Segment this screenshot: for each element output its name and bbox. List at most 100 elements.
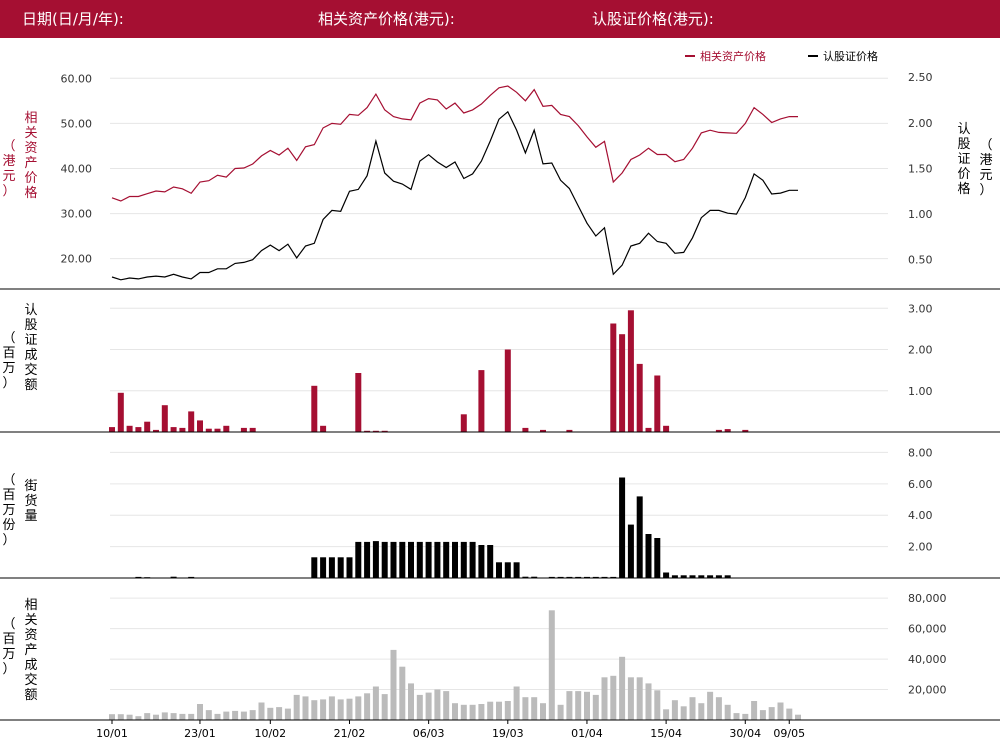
right-tick-label: 2.00: [908, 344, 933, 357]
left-axis-unit-char: ）: [2, 184, 15, 199]
asset-turnover-bar: [469, 704, 476, 720]
asset-turnover-bar: [531, 697, 538, 720]
asset-turnover-axis-unit-char: 万: [2, 647, 15, 662]
asset-turnover-bar: [786, 708, 793, 720]
warrant-turnover-bar: [381, 430, 388, 432]
outstanding-bar: [320, 557, 327, 578]
outstanding-bar: [707, 575, 714, 578]
warrant-turnover-axis-unit-char: （: [2, 331, 15, 346]
outstanding-axis-title-char: 街: [24, 479, 37, 494]
right-tick-label: 3.00: [908, 302, 933, 315]
warrant-turnover-bar: [153, 429, 159, 432]
left-axis-title-char: 价: [24, 171, 37, 186]
x-tick-label: 19/03: [492, 727, 524, 740]
warrant-turnover-axis-title-char: 交: [24, 362, 37, 378]
warrant-turnover-axis-title-char: 股: [24, 318, 37, 333]
asset-turnover-bar: [293, 694, 300, 720]
outstanding-axis-unit-char: 万: [2, 503, 15, 518]
asset-turnover-bar: [170, 713, 177, 720]
asset-turnover-bar: [258, 702, 265, 720]
warrant-turnover-bar: [240, 427, 247, 432]
outstanding-bar: [575, 576, 582, 578]
outstanding-axis-title-char: 货: [24, 493, 37, 509]
left-axis-title-char: 关: [24, 126, 37, 141]
right-tick-label: 2.00: [908, 541, 933, 554]
right-tick-label: 1.00: [908, 385, 933, 398]
x-tick-label: 10/01: [96, 727, 128, 740]
warrant-turnover-bar: [205, 428, 212, 432]
right-tick-label: 0.50: [908, 254, 933, 267]
outstanding-bar: [601, 576, 608, 578]
left-axis-title-char: 产: [24, 156, 37, 171]
outstanding-bar: [469, 541, 476, 578]
asset-turnover-bar: [109, 714, 115, 720]
outstanding-bar: [566, 576, 573, 578]
asset-turnover-bar: [601, 677, 608, 720]
outstanding-axis-unit-char: （: [2, 473, 15, 488]
outstanding-bar: [584, 576, 590, 578]
outstanding-bar: [346, 557, 353, 578]
outstanding-bar: [610, 576, 617, 578]
outstanding-axis-unit-char: 份: [2, 518, 15, 533]
asset-turnover-bar: [610, 675, 617, 720]
asset-turnover-bar: [680, 706, 687, 720]
right-tick-label: 1.50: [908, 162, 933, 175]
left-axis-title-char: 资: [24, 141, 37, 156]
asset-turnover-bar: [425, 692, 432, 720]
asset-turnover-bar: [240, 711, 247, 720]
asset-turnover-bar: [161, 712, 168, 720]
warrant-turnover-axis-title-char: 成: [24, 348, 37, 363]
right-tick-label: 2.00: [908, 117, 933, 130]
x-tick-label: 09/05: [773, 727, 805, 740]
right-tick-label: 8.00: [908, 446, 933, 459]
asset-turnover-bar: [144, 713, 151, 720]
x-tick-label: 23/01: [184, 727, 216, 740]
left-axis-unit-char: 港: [2, 154, 15, 169]
asset-turnover-bar: [627, 677, 634, 720]
asset-turnover-axis-unit-char: （: [2, 617, 15, 632]
outstanding-bar: [619, 477, 626, 578]
warrant-turnover-bar: [504, 349, 511, 432]
warrant-turnover-bar: [619, 334, 626, 432]
asset-turnover-bar: [654, 690, 661, 720]
asset-turnover-bar: [504, 701, 511, 720]
asset-turnover-bar: [751, 701, 758, 720]
warrant-turnover-bar: [364, 430, 371, 432]
right-axis-title-char: 格: [957, 181, 970, 197]
asset-price-label: 相关资产价格(港元):: [318, 10, 455, 28]
asset-turnover-bar: [197, 704, 203, 720]
right-axis-title-char: 认: [957, 122, 970, 137]
outstanding-bar: [364, 541, 371, 578]
warrant-turnover-bar: [627, 310, 634, 432]
outstanding-bar: [328, 557, 335, 578]
warrant-turnover-bar: [126, 425, 133, 432]
warrant-turnover-axis-unit-char: ）: [2, 376, 15, 391]
outstanding-bar: [188, 576, 195, 578]
warrant-price-label: 认股证价格(港元):: [592, 10, 714, 28]
asset-turnover-bar: [707, 691, 714, 720]
warrant-turnover-bar: [179, 427, 186, 432]
warrant-turnover-bar: [161, 405, 168, 432]
warrant-turnover-bar: [144, 421, 151, 432]
asset-turnover-bar: [584, 691, 590, 720]
asset-turnover-axis-title-char: 资: [24, 628, 37, 643]
outstanding-bar: [557, 576, 564, 578]
asset-turnover-bar: [135, 716, 142, 720]
outstanding-bar: [636, 496, 643, 578]
warrant-turnover-axis-unit-char: 百: [2, 346, 15, 361]
outstanding-bar: [399, 541, 406, 578]
outstanding-bar: [434, 541, 441, 578]
warrant-turnover-bar: [645, 427, 652, 432]
warrant-turnover-axis-title-char: 额: [24, 378, 37, 393]
chart-area: 60.00 50.00 40.00 30.00 20.00 2.50 2.00 1.50 1.0…: [0, 49, 1000, 740]
x-tick-label: 01/04: [571, 727, 603, 740]
warrant-turnover-bar: [566, 429, 573, 432]
outstanding-bar: [645, 534, 652, 578]
outstanding-bar: [460, 541, 467, 578]
asset-turnover-bar: [364, 693, 371, 720]
warrant-turnover-bar: [311, 385, 318, 432]
x-tick-label: 10/02: [254, 727, 286, 740]
date-label: 日期(日/月/年):: [22, 10, 124, 28]
right-tick-label: 1.00: [908, 208, 933, 221]
left-axis-unit-char: 元: [2, 169, 15, 184]
